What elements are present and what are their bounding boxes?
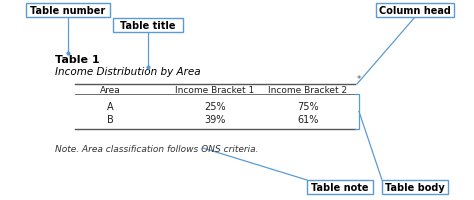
Text: Area: Area — [100, 86, 120, 95]
Text: B: B — [107, 114, 113, 124]
FancyBboxPatch shape — [307, 180, 373, 194]
Text: Table number: Table number — [30, 6, 106, 16]
Text: Table note: Table note — [311, 182, 369, 192]
Text: Income Bracket 2: Income Bracket 2 — [268, 86, 347, 95]
Text: Note. Area classification follows ONS criteria.: Note. Area classification follows ONS cr… — [55, 144, 258, 153]
Text: Table body: Table body — [385, 182, 445, 192]
FancyBboxPatch shape — [26, 4, 110, 18]
Text: Income Distribution by Area: Income Distribution by Area — [55, 67, 201, 77]
Text: 25%: 25% — [204, 101, 226, 111]
FancyBboxPatch shape — [376, 4, 454, 18]
FancyBboxPatch shape — [382, 180, 448, 194]
Text: A: A — [107, 101, 113, 111]
Text: 61%: 61% — [297, 114, 319, 124]
Text: Column head: Column head — [379, 6, 451, 16]
Text: Income Bracket 1: Income Bracket 1 — [175, 86, 255, 95]
Text: 75%: 75% — [297, 101, 319, 111]
Text: *: * — [357, 75, 361, 84]
Text: Table title: Table title — [120, 21, 176, 31]
Text: 39%: 39% — [204, 114, 226, 124]
FancyBboxPatch shape — [113, 19, 183, 33]
Text: Table 1: Table 1 — [55, 55, 100, 65]
